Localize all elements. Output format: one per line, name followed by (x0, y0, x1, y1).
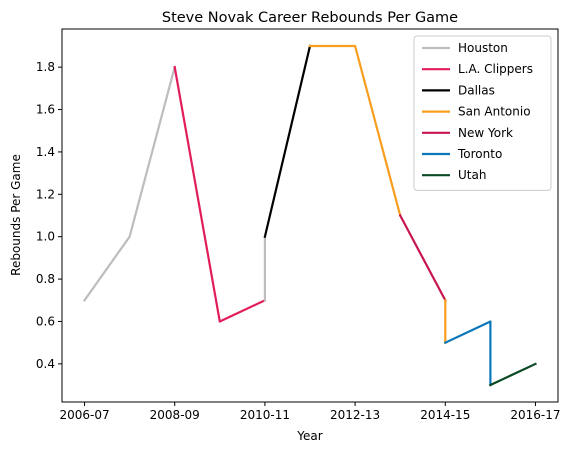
series-line-dallas-3 (263, 44, 312, 239)
y-tick-label: 0.4 (36, 357, 55, 371)
x-tick-label: 2014-15 (420, 408, 470, 422)
y-tick-label: 1.4 (36, 145, 55, 159)
x-axis-label: Year (296, 429, 322, 443)
series-line-l-a-clippers-1 (173, 65, 267, 323)
legend-box (413, 35, 552, 191)
legend-label-dallas: Dallas (458, 83, 495, 97)
y-tick-label: 1.6 (36, 103, 55, 117)
legend-label-houston: Houston (458, 41, 508, 55)
chart-title: Steve Novak Career Rebounds Per Game (162, 10, 458, 26)
x-tick-label: 2010-11 (240, 408, 290, 422)
series-line-houston-0 (82, 65, 177, 302)
x-tick-label: 2012-13 (330, 408, 380, 422)
y-tick-label: 0.6 (36, 314, 55, 328)
y-tick-label: 1.2 (36, 187, 55, 201)
legend-label-san-antonio: San Antonio (458, 105, 531, 119)
series-line-toronto-7 (443, 320, 492, 387)
x-tick-label: 2008-09 (150, 408, 200, 422)
legend-label-l-a-clippers: L.A. Clippers (458, 62, 533, 76)
plot-frame (61, 28, 559, 403)
y-tick-label: 0.8 (36, 272, 55, 286)
axes-layer: 2006-07 2008-09 2010-11 2012-13 2014-15 2016-… (36, 28, 561, 422)
x-tick-label: 2016-17 (510, 408, 560, 422)
legend-label-new-york: New York (458, 126, 513, 140)
legend-label-toronto: Toronto (457, 147, 502, 161)
y-tick-label: 1.8 (36, 60, 55, 74)
series-line-san-antonio-4 (308, 44, 402, 217)
legend-label-utah: Utah (458, 168, 486, 182)
series-line-utah-8 (488, 362, 537, 387)
x-tick-label: 2006-07 (59, 408, 109, 422)
y-axis-label: Rebounds Per Game (9, 154, 23, 276)
series-layer (82, 44, 537, 387)
series-line-new-york-5 (398, 214, 447, 302)
legend: Houston L.A. Clippers Dallas San Antonio New… (413, 35, 552, 191)
y-tick-label: 1.0 (36, 230, 55, 244)
